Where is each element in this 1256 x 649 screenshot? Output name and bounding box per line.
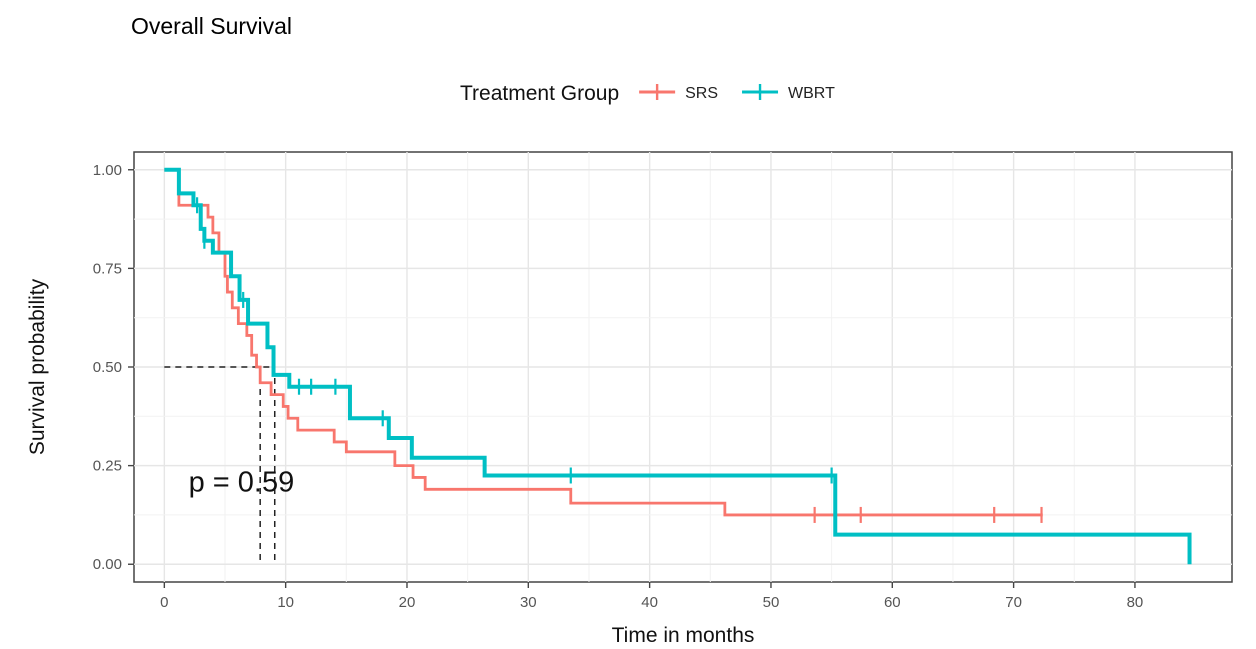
x-axis-title: Time in months xyxy=(612,624,755,647)
y-axis-title: Survival probability xyxy=(26,278,49,455)
legend-title: Treatment Group xyxy=(460,82,619,105)
legend: Treatment Group SRS WBRT xyxy=(460,82,835,105)
x-tick-label: 50 xyxy=(763,594,780,611)
p-value-annotation: p = 0.59 xyxy=(189,466,295,498)
censor-marks xyxy=(195,197,1043,523)
legend-item-srs: SRS xyxy=(639,84,718,102)
legend-label: WBRT xyxy=(788,85,835,102)
x-tick-label: 70 xyxy=(1005,594,1022,611)
legend-item-wbrt: WBRT xyxy=(742,84,835,102)
curve-srs xyxy=(164,168,1043,517)
x-tick-label: 10 xyxy=(277,594,294,611)
x-tick-label: 40 xyxy=(641,594,658,611)
x-tick-label: 0 xyxy=(160,594,168,611)
survival-curves xyxy=(164,167,1192,565)
y-tick-label: 1.00 xyxy=(93,162,122,179)
y-axis-ticks: 0.00 0.25 0.50 0.75 1.00 xyxy=(93,162,134,573)
x-tick-label: 20 xyxy=(399,594,416,611)
x-tick-label: 30 xyxy=(520,594,537,611)
y-tick-label: 0.00 xyxy=(93,556,122,573)
gridlines xyxy=(134,152,1232,582)
chart-title: Overall Survival xyxy=(131,13,292,39)
x-tick-label: 60 xyxy=(884,594,901,611)
y-tick-label: 0.50 xyxy=(93,359,122,376)
x-tick-label: 80 xyxy=(1127,594,1144,611)
curve-wbrt xyxy=(164,167,1192,565)
legend-label: SRS xyxy=(685,85,718,102)
y-tick-label: 0.25 xyxy=(93,458,122,475)
x-axis-ticks: 0 10 20 30 40 50 60 70 80 xyxy=(160,582,1143,611)
y-tick-label: 0.75 xyxy=(93,260,122,277)
